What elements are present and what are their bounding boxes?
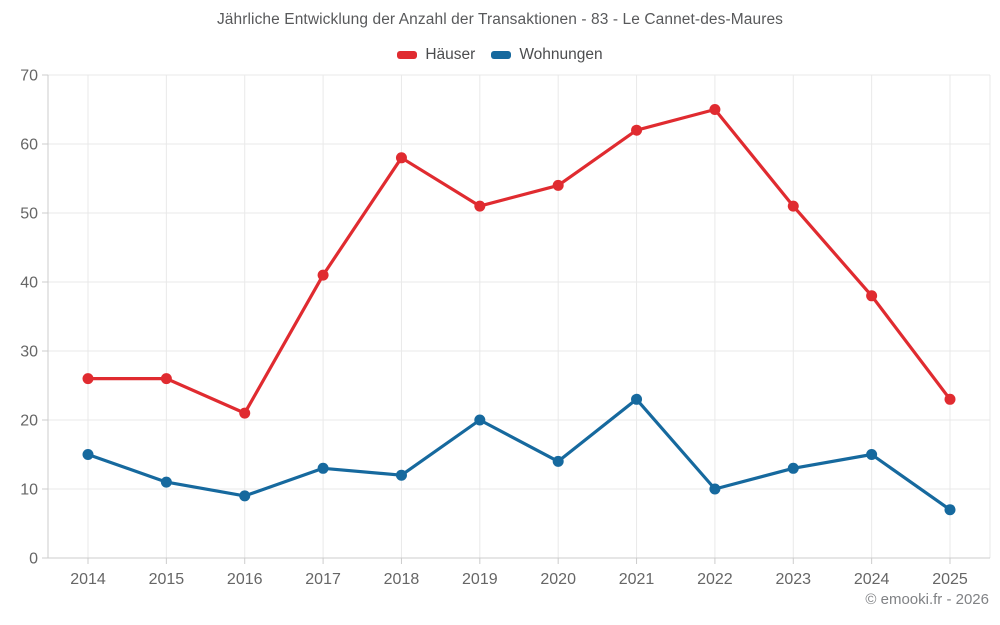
x-tick-label: 2018 (384, 571, 420, 588)
data-point-häuser-2025[interactable] (944, 393, 956, 405)
legend-label-haeuser: Häuser (425, 46, 476, 63)
data-point-wohnungen-2024[interactable] (866, 449, 878, 460)
y-tick-label: 30 (20, 344, 38, 361)
data-point-wohnungen-2018[interactable] (395, 469, 407, 481)
data-point-häuser-2016[interactable] (239, 407, 251, 419)
data-point-häuser-2017[interactable] (317, 269, 329, 281)
y-tick-label: 70 (20, 68, 38, 85)
chart-title: Jährliche Entwicklung der Anzahl der Tra… (216, 11, 784, 28)
legend-item-wohnungen[interactable]: Wohnungen (491, 46, 603, 64)
copyright-text: © emooki.fr - 2026 (865, 591, 989, 608)
data-point-häuser-2023[interactable] (787, 200, 799, 212)
data-point-häuser-2024[interactable] (866, 290, 878, 302)
legend-swatch-haeuser-icon (397, 51, 418, 59)
data-point-wohnungen-2022[interactable] (709, 483, 721, 495)
data-point-wohnungen-2019[interactable] (474, 414, 486, 426)
data-point-wohnungen-2014[interactable] (82, 449, 94, 460)
y-tick-label: 40 (20, 275, 38, 292)
x-tick-label: 2016 (227, 571, 263, 588)
data-point-häuser-2014[interactable] (82, 373, 94, 385)
y-tick-label: 60 (20, 137, 38, 154)
data-point-wohnungen-2020[interactable] (552, 455, 564, 467)
y-tick-label: 10 (20, 482, 38, 499)
data-point-häuser-2018[interactable] (395, 152, 407, 164)
y-tick-label: 20 (20, 413, 38, 430)
y-tick-label: 50 (20, 206, 38, 223)
x-tick-label: 2015 (149, 571, 185, 588)
data-point-häuser-2020[interactable] (552, 179, 564, 191)
chart-legend: Häuser Wohnungen (0, 46, 1000, 64)
x-tick-label: 2017 (305, 571, 341, 588)
data-point-häuser-2019[interactable] (474, 200, 486, 212)
data-point-wohnungen-2021[interactable] (631, 393, 643, 405)
data-point-häuser-2021[interactable] (631, 124, 643, 136)
data-point-wohnungen-2016[interactable] (239, 490, 251, 502)
x-tick-label: 2019 (462, 571, 498, 588)
data-point-wohnungen-2017[interactable] (317, 462, 329, 474)
series-line-häuser (86, 107, 952, 415)
data-point-häuser-2015[interactable] (160, 373, 172, 385)
x-tick-label: 2021 (619, 571, 655, 588)
data-point-wohnungen-2015[interactable] (160, 476, 172, 488)
data-point-häuser-2022[interactable] (709, 104, 721, 115)
x-tick-label: 2025 (932, 571, 968, 588)
x-tick-label: 2014 (70, 571, 106, 588)
y-tick-label: 0 (29, 551, 38, 568)
data-point-wohnungen-2023[interactable] (787, 462, 799, 474)
legend-item-haeuser[interactable]: Häuser (397, 46, 475, 64)
legend-swatch-wohnungen-icon (491, 51, 512, 59)
x-tick-label: 2020 (540, 571, 576, 588)
x-tick-label: 2022 (697, 571, 733, 588)
x-tick-label: 2023 (775, 571, 811, 588)
data-point-wohnungen-2025[interactable] (944, 504, 956, 516)
x-tick-label: 2024 (854, 571, 890, 588)
series-line-wohnungen (86, 397, 952, 512)
legend-label-wohnungen: Wohnungen (519, 46, 603, 63)
